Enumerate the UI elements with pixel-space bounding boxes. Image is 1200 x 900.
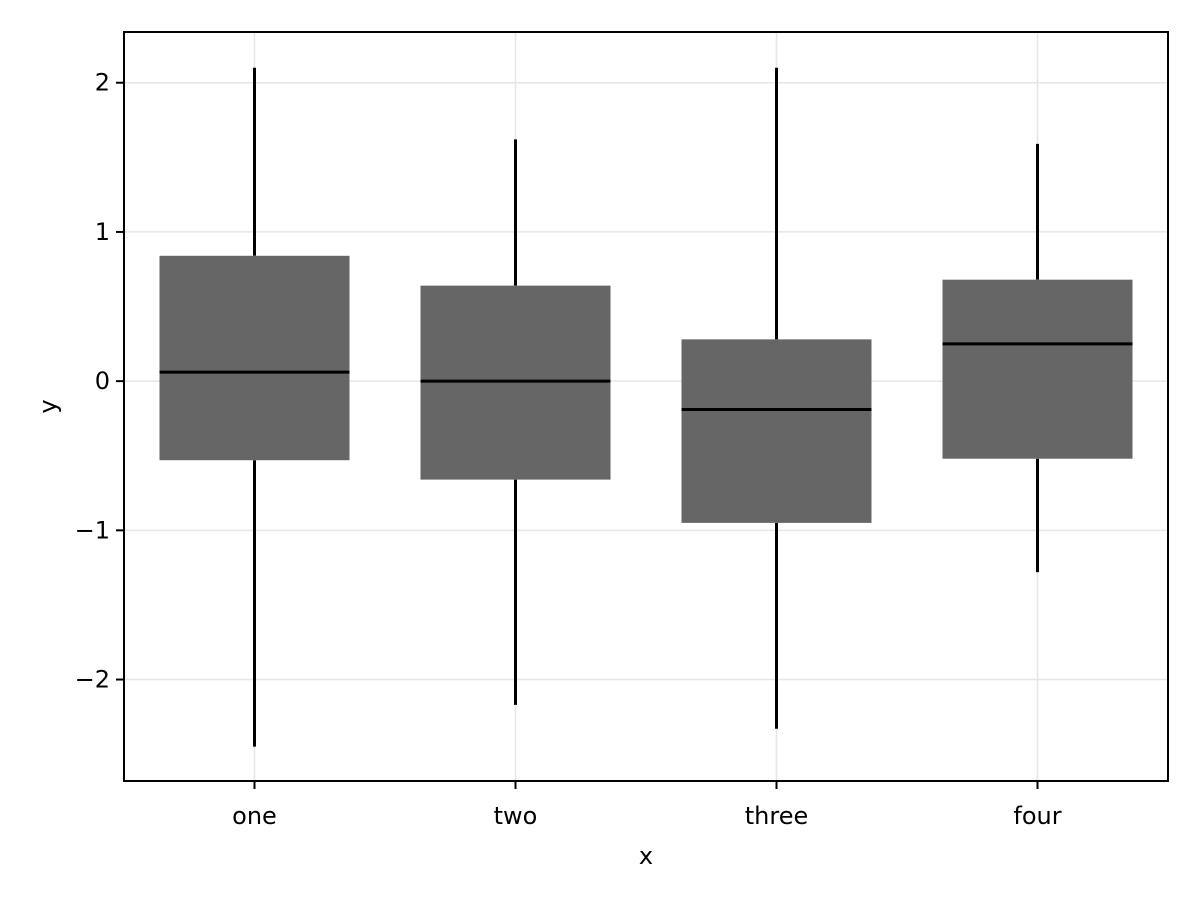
- box-one: [159, 255, 350, 461]
- x-tick-label-one: one: [232, 802, 277, 830]
- plot-frame: [123, 31, 1169, 782]
- y-axis-title: y: [34, 399, 62, 413]
- y-tick-label: −1: [75, 516, 110, 544]
- box-three: [681, 339, 872, 523]
- x-tick-label-two: two: [494, 802, 538, 830]
- x-tick-label-four: four: [1013, 802, 1061, 830]
- y-tick-label: 1: [95, 218, 110, 246]
- y-tick-label: 2: [95, 69, 110, 97]
- ticks-layer: −2 −1 0 1 2 one two three four: [75, 69, 1062, 830]
- x-tick-label-three: three: [745, 802, 809, 830]
- x-axis-title: x: [639, 842, 653, 870]
- y-tick-label: −2: [75, 666, 110, 694]
- boxes-layer: [159, 67, 1133, 747]
- box-four: [942, 279, 1133, 459]
- y-tick-label: 0: [95, 367, 110, 395]
